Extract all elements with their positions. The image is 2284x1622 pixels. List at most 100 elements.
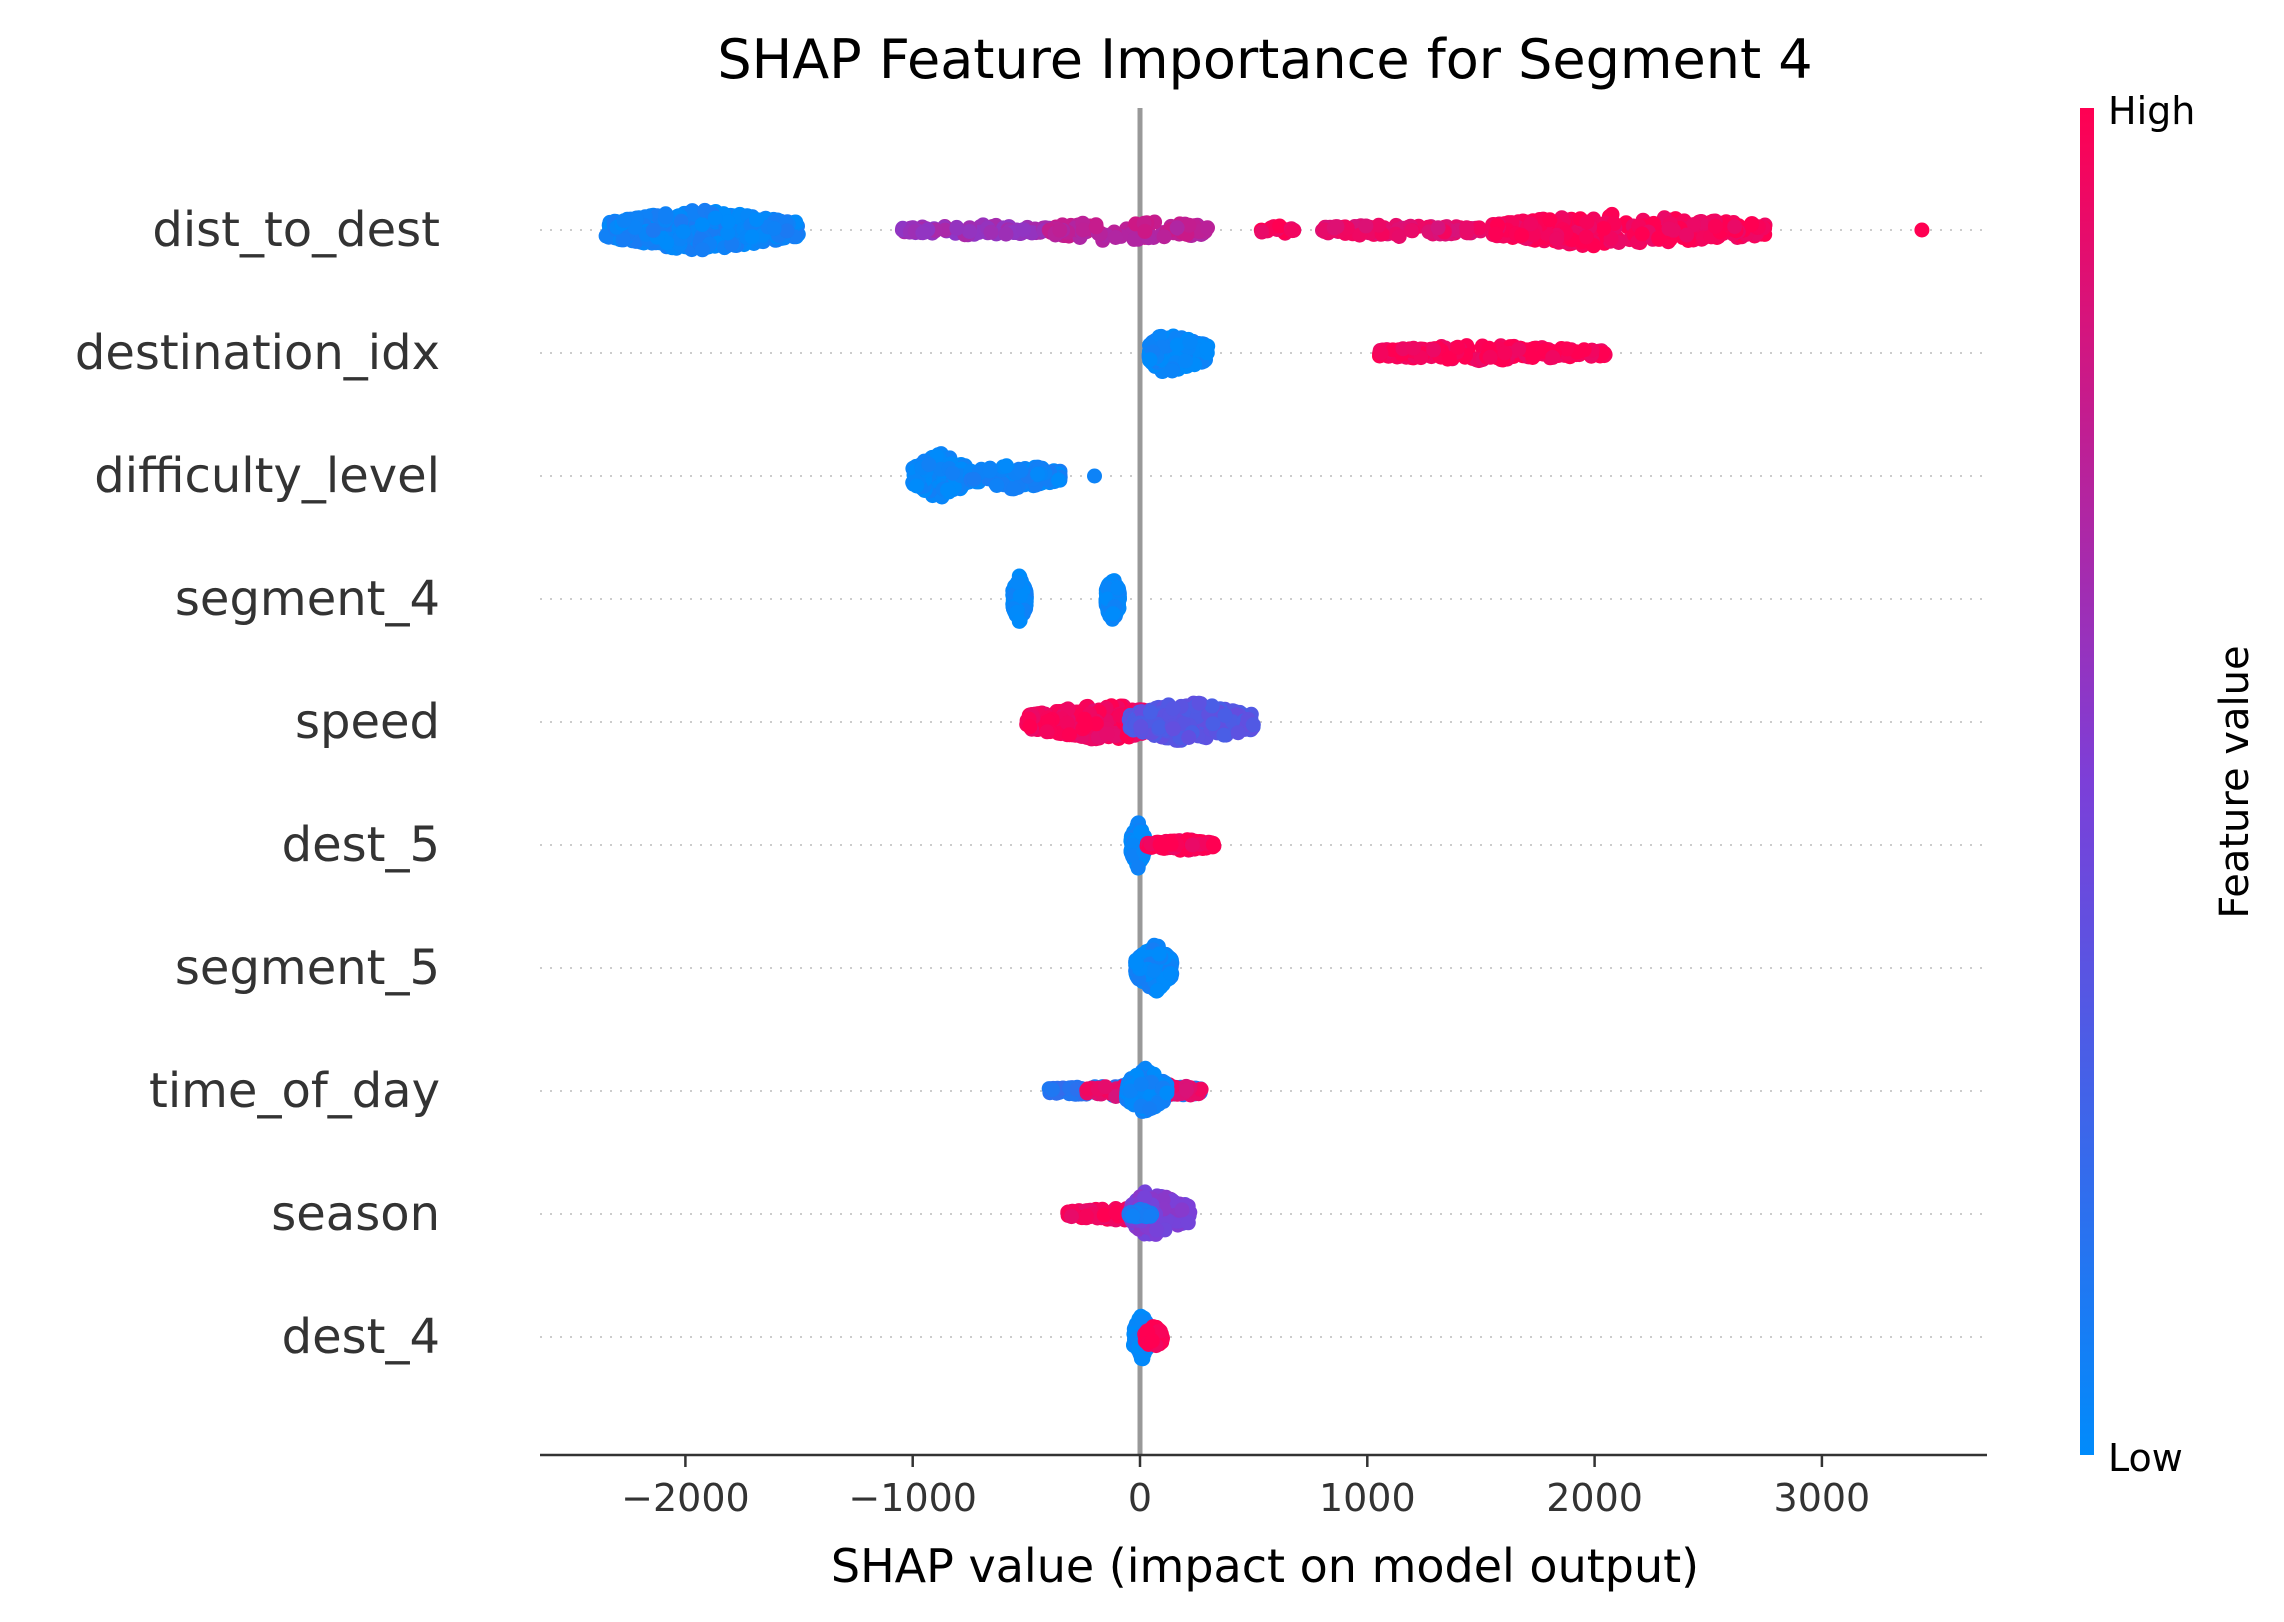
- point-dist_to_dest: [1137, 223, 1153, 239]
- point-season: [1125, 1208, 1141, 1224]
- point-dist_to_dest: [720, 214, 736, 230]
- point-difficulty_level: [999, 458, 1014, 474]
- point-dist_to_dest: [998, 226, 1014, 242]
- point-destination_idx: [1373, 345, 1389, 361]
- point-segment_4: [1110, 580, 1126, 596]
- point-speed: [1133, 719, 1149, 735]
- point-difficulty_level: [989, 478, 1005, 493]
- point-dest_5: [1130, 859, 1146, 875]
- point-difficulty_level: [921, 457, 937, 473]
- feature-label-dest_4: dest_4: [282, 1309, 440, 1365]
- point-dist_to_dest: [1358, 218, 1374, 234]
- feature-label-season: season: [271, 1186, 440, 1242]
- point-dest_5: [1152, 837, 1168, 853]
- point-dist_to_dest: [1156, 229, 1172, 245]
- point-dist_to_dest: [915, 225, 931, 241]
- point-destination_idx: [1164, 363, 1180, 379]
- point-dest_4: [1144, 1333, 1160, 1349]
- point-dist_to_dest: [1052, 222, 1068, 238]
- point-dist_to_dest: [1578, 229, 1594, 245]
- point-dist_to_dest: [749, 212, 764, 228]
- chart-title: SHAP Feature Importance for Segment 4: [717, 28, 1812, 91]
- x-tick-label: 3000: [1774, 1476, 1871, 1520]
- point-dist_to_dest: [1403, 223, 1419, 239]
- point-segment_5: [1151, 946, 1167, 962]
- point-dist_to_dest: [1126, 231, 1142, 247]
- point-destination_idx: [1182, 334, 1198, 350]
- point-dist_to_dest: [675, 224, 691, 240]
- feature-label-segment_4: segment_4: [175, 571, 440, 627]
- point-difficulty_level: [945, 465, 961, 481]
- point-dist_to_dest: [1108, 230, 1124, 245]
- point-dist_to_dest: [1088, 219, 1104, 235]
- point-speed: [1151, 719, 1167, 735]
- point-destination_idx: [1497, 345, 1513, 361]
- point-season: [1174, 1202, 1190, 1218]
- point-segment_5: [1149, 983, 1165, 998]
- point-difficulty_level: [1087, 468, 1102, 484]
- point-dist_to_dest: [694, 217, 710, 232]
- point-destination_idx: [1199, 341, 1215, 357]
- point-destination_idx: [1545, 349, 1561, 365]
- feature-label-difficulty_level: difficulty_level: [94, 448, 440, 504]
- point-dist_to_dest: [1523, 216, 1539, 232]
- point-dist_to_dest: [1471, 220, 1487, 236]
- point-destination_idx: [1511, 341, 1527, 357]
- point-speed: [1216, 727, 1232, 743]
- point-dist_to_dest: [616, 213, 632, 229]
- point-season: [1108, 1205, 1124, 1221]
- point-dist_to_dest: [1272, 218, 1288, 234]
- point-speed: [1245, 717, 1261, 733]
- point-time_of_day: [1133, 1076, 1149, 1092]
- point-difficulty_level: [1030, 466, 1046, 482]
- feature-label-dest_5: dest_5: [282, 817, 440, 873]
- colorbar: [2080, 108, 2094, 1455]
- point-time_of_day: [1179, 1082, 1194, 1098]
- point-speed: [1061, 727, 1077, 743]
- x-tick-label: 0: [1128, 1476, 1152, 1520]
- point-dist_to_dest: [1661, 221, 1677, 237]
- point-speed: [1142, 704, 1158, 720]
- point-dist_to_dest: [1430, 220, 1446, 236]
- point-destination_idx: [1525, 350, 1541, 365]
- point-dist_to_dest: [694, 242, 710, 258]
- colorbar-title: Feature value: [2212, 645, 2258, 918]
- point-destination_idx: [1142, 352, 1158, 368]
- point-time_of_day: [1044, 1082, 1060, 1098]
- point-dist_to_dest: [1254, 224, 1270, 240]
- point-dist_to_dest: [615, 232, 631, 248]
- point-season: [1078, 1208, 1094, 1224]
- point-dist_to_dest: [1459, 220, 1475, 236]
- point-difficulty_level: [940, 482, 956, 498]
- point-dist_to_dest: [1579, 214, 1595, 230]
- point-destination_idx: [1482, 349, 1498, 365]
- point-dist_to_dest: [720, 225, 736, 241]
- point-destination_idx: [1169, 337, 1185, 353]
- point-segment_4: [1011, 613, 1027, 629]
- x-tick-label: −1000: [848, 1476, 977, 1520]
- point-season: [1149, 1222, 1164, 1238]
- feature-labels: dist_to_destdestination_idxdifficulty_le…: [75, 202, 440, 1365]
- point-season: [1064, 1209, 1079, 1225]
- point-segment_5: [1145, 963, 1161, 979]
- point-dist_to_dest: [645, 222, 661, 238]
- point-speed: [1191, 695, 1207, 711]
- point-dest_5: [1205, 837, 1221, 853]
- point-difficulty_level: [1051, 472, 1066, 488]
- x-axis-ticks: −2000 −1000 0 1000 2000 3000: [621, 1455, 1870, 1520]
- point-time_of_day: [1159, 1085, 1175, 1101]
- point-dist_to_dest: [1634, 226, 1650, 242]
- point-dist_to_dest: [1549, 231, 1565, 247]
- point-season: [1180, 1215, 1196, 1231]
- point-dist_to_dest: [744, 229, 760, 245]
- point-dist_to_dest: [1329, 219, 1345, 235]
- point-dist_to_dest: [627, 220, 643, 235]
- point-segment_4: [1105, 606, 1121, 622]
- point-dist_to_dest: [1169, 220, 1185, 236]
- point-speed: [1181, 730, 1197, 745]
- point-speed: [1022, 719, 1038, 735]
- point-speed: [1204, 698, 1220, 714]
- point-dist_to_dest: [1596, 221, 1612, 236]
- x-axis-label: SHAP value (impact on model output): [831, 1539, 1699, 1593]
